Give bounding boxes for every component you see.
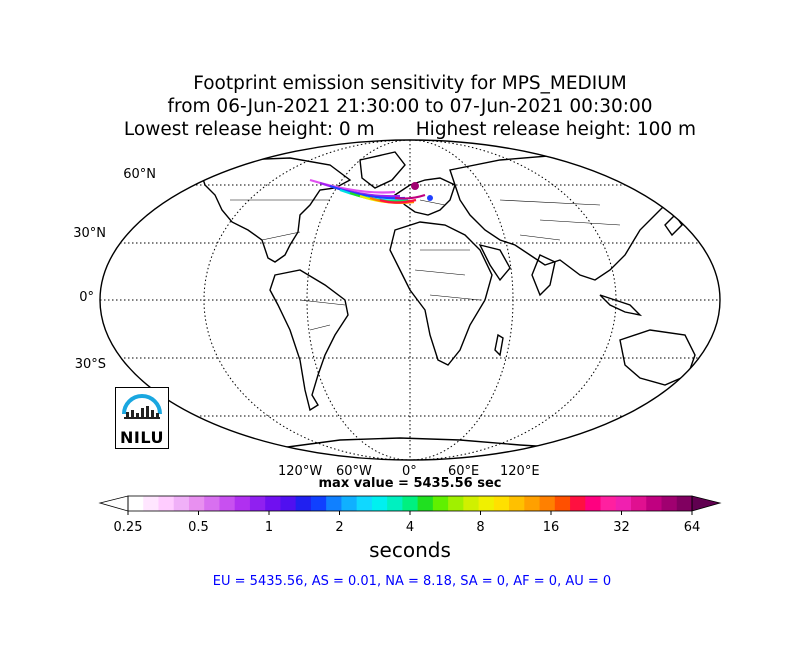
lat-label-30s: 30°S (74, 357, 106, 372)
colorbar-segment (676, 496, 693, 511)
colorbar-segment (234, 496, 251, 511)
colorbar-tick-label: 2 (335, 520, 344, 535)
colorbar-segment (295, 496, 312, 511)
map-boundary (99, 139, 721, 461)
title-line-2: from 06-Jun-2021 21:30:00 to 07-Jun-2021… (167, 96, 653, 117)
colorbar-segment (448, 496, 464, 511)
colorbar-segment (661, 496, 678, 511)
colorbar-segment (143, 496, 159, 511)
colorbar-tick-label: 32 (613, 520, 630, 535)
colorbar-segment (524, 496, 541, 511)
colorbar-segment (509, 496, 525, 511)
colorbar-segment (326, 496, 342, 511)
emission-plume (309, 178, 433, 204)
colorbar-segment (631, 496, 647, 511)
colorbar-segment (585, 496, 602, 511)
colorbar-tick-label: 8 (476, 520, 485, 535)
colorbar-tick-label: 1 (264, 520, 274, 535)
title-line-3: Lowest release height: 0 m Highest relea… (123, 119, 697, 140)
colorbar-ticks (127, 511, 693, 515)
colorbar-segments (128, 496, 693, 511)
colorbar-segment (539, 496, 556, 511)
lat-label-30n: 30°N (73, 226, 106, 241)
logo-text: NILU (120, 428, 164, 447)
colorbar-segment (128, 496, 144, 511)
colorbar-tick-label: 4 (405, 520, 415, 535)
region-summary: EU = 5435.56, AS = 0.01, NA = 8.18, SA =… (212, 574, 612, 589)
colorbar-segment (265, 496, 281, 511)
lon-label-120e: 120°E (500, 464, 540, 479)
colorbar-segment (371, 496, 388, 511)
colorbar-tick-label: 16 (542, 520, 560, 535)
colorbar-segment (463, 496, 480, 511)
colorbar-tick-label: 0.25 (113, 520, 143, 535)
colorbar-segment (615, 496, 632, 511)
colorbar-segment (158, 496, 175, 511)
logo-icon (122, 394, 162, 419)
colorbar-units: seconds (369, 538, 451, 562)
map-body (100, 140, 720, 460)
country-borders (230, 199, 621, 331)
colorbar-segment (417, 496, 434, 511)
colorbar-segment (478, 496, 495, 511)
chart-title: Footprint emission sensitivity for MPS_M… (0, 72, 800, 141)
colorbar-segment (356, 496, 373, 511)
colorbar-segment (570, 496, 586, 511)
lat-label-60n: 60°N (123, 167, 156, 182)
colorbar-segment (204, 496, 220, 511)
colorbar-segment (387, 496, 403, 511)
colorbar-segment (173, 496, 190, 511)
colorbar-segment (280, 496, 297, 511)
lat-label-0: 0° (79, 290, 94, 305)
lon-label-0: 0° (402, 464, 417, 479)
colorbar-segment (600, 496, 617, 511)
colorbar-segment (188, 496, 205, 511)
lon-label-120w: 120°W (278, 464, 323, 479)
colorbar-segment (341, 496, 358, 511)
colorbar-segment (554, 496, 571, 511)
colorbar-segment (493, 496, 510, 511)
colorbar-right-arrow (691, 495, 722, 512)
title-line-1: Footprint emission sensitivity for MPS_M… (193, 73, 627, 94)
colorbar-segment (249, 496, 266, 511)
colorbar-tick-label: 0.5 (188, 520, 209, 535)
colorbar-tick-label: 64 (683, 520, 701, 535)
nilu-logo: NILU (115, 387, 169, 449)
colorbar-segment (310, 496, 327, 511)
lon-label-60w: 60°W (336, 464, 372, 479)
max-value-label: max value = 5435.56 sec (318, 476, 502, 491)
colorbar-segment (432, 496, 449, 511)
colorbar-left-arrow (98, 495, 129, 512)
colorbar-segment (219, 496, 236, 511)
colorbar-segment (402, 496, 419, 511)
lon-label-60e: 60°E (448, 464, 480, 479)
colorbar-segment (646, 496, 663, 511)
